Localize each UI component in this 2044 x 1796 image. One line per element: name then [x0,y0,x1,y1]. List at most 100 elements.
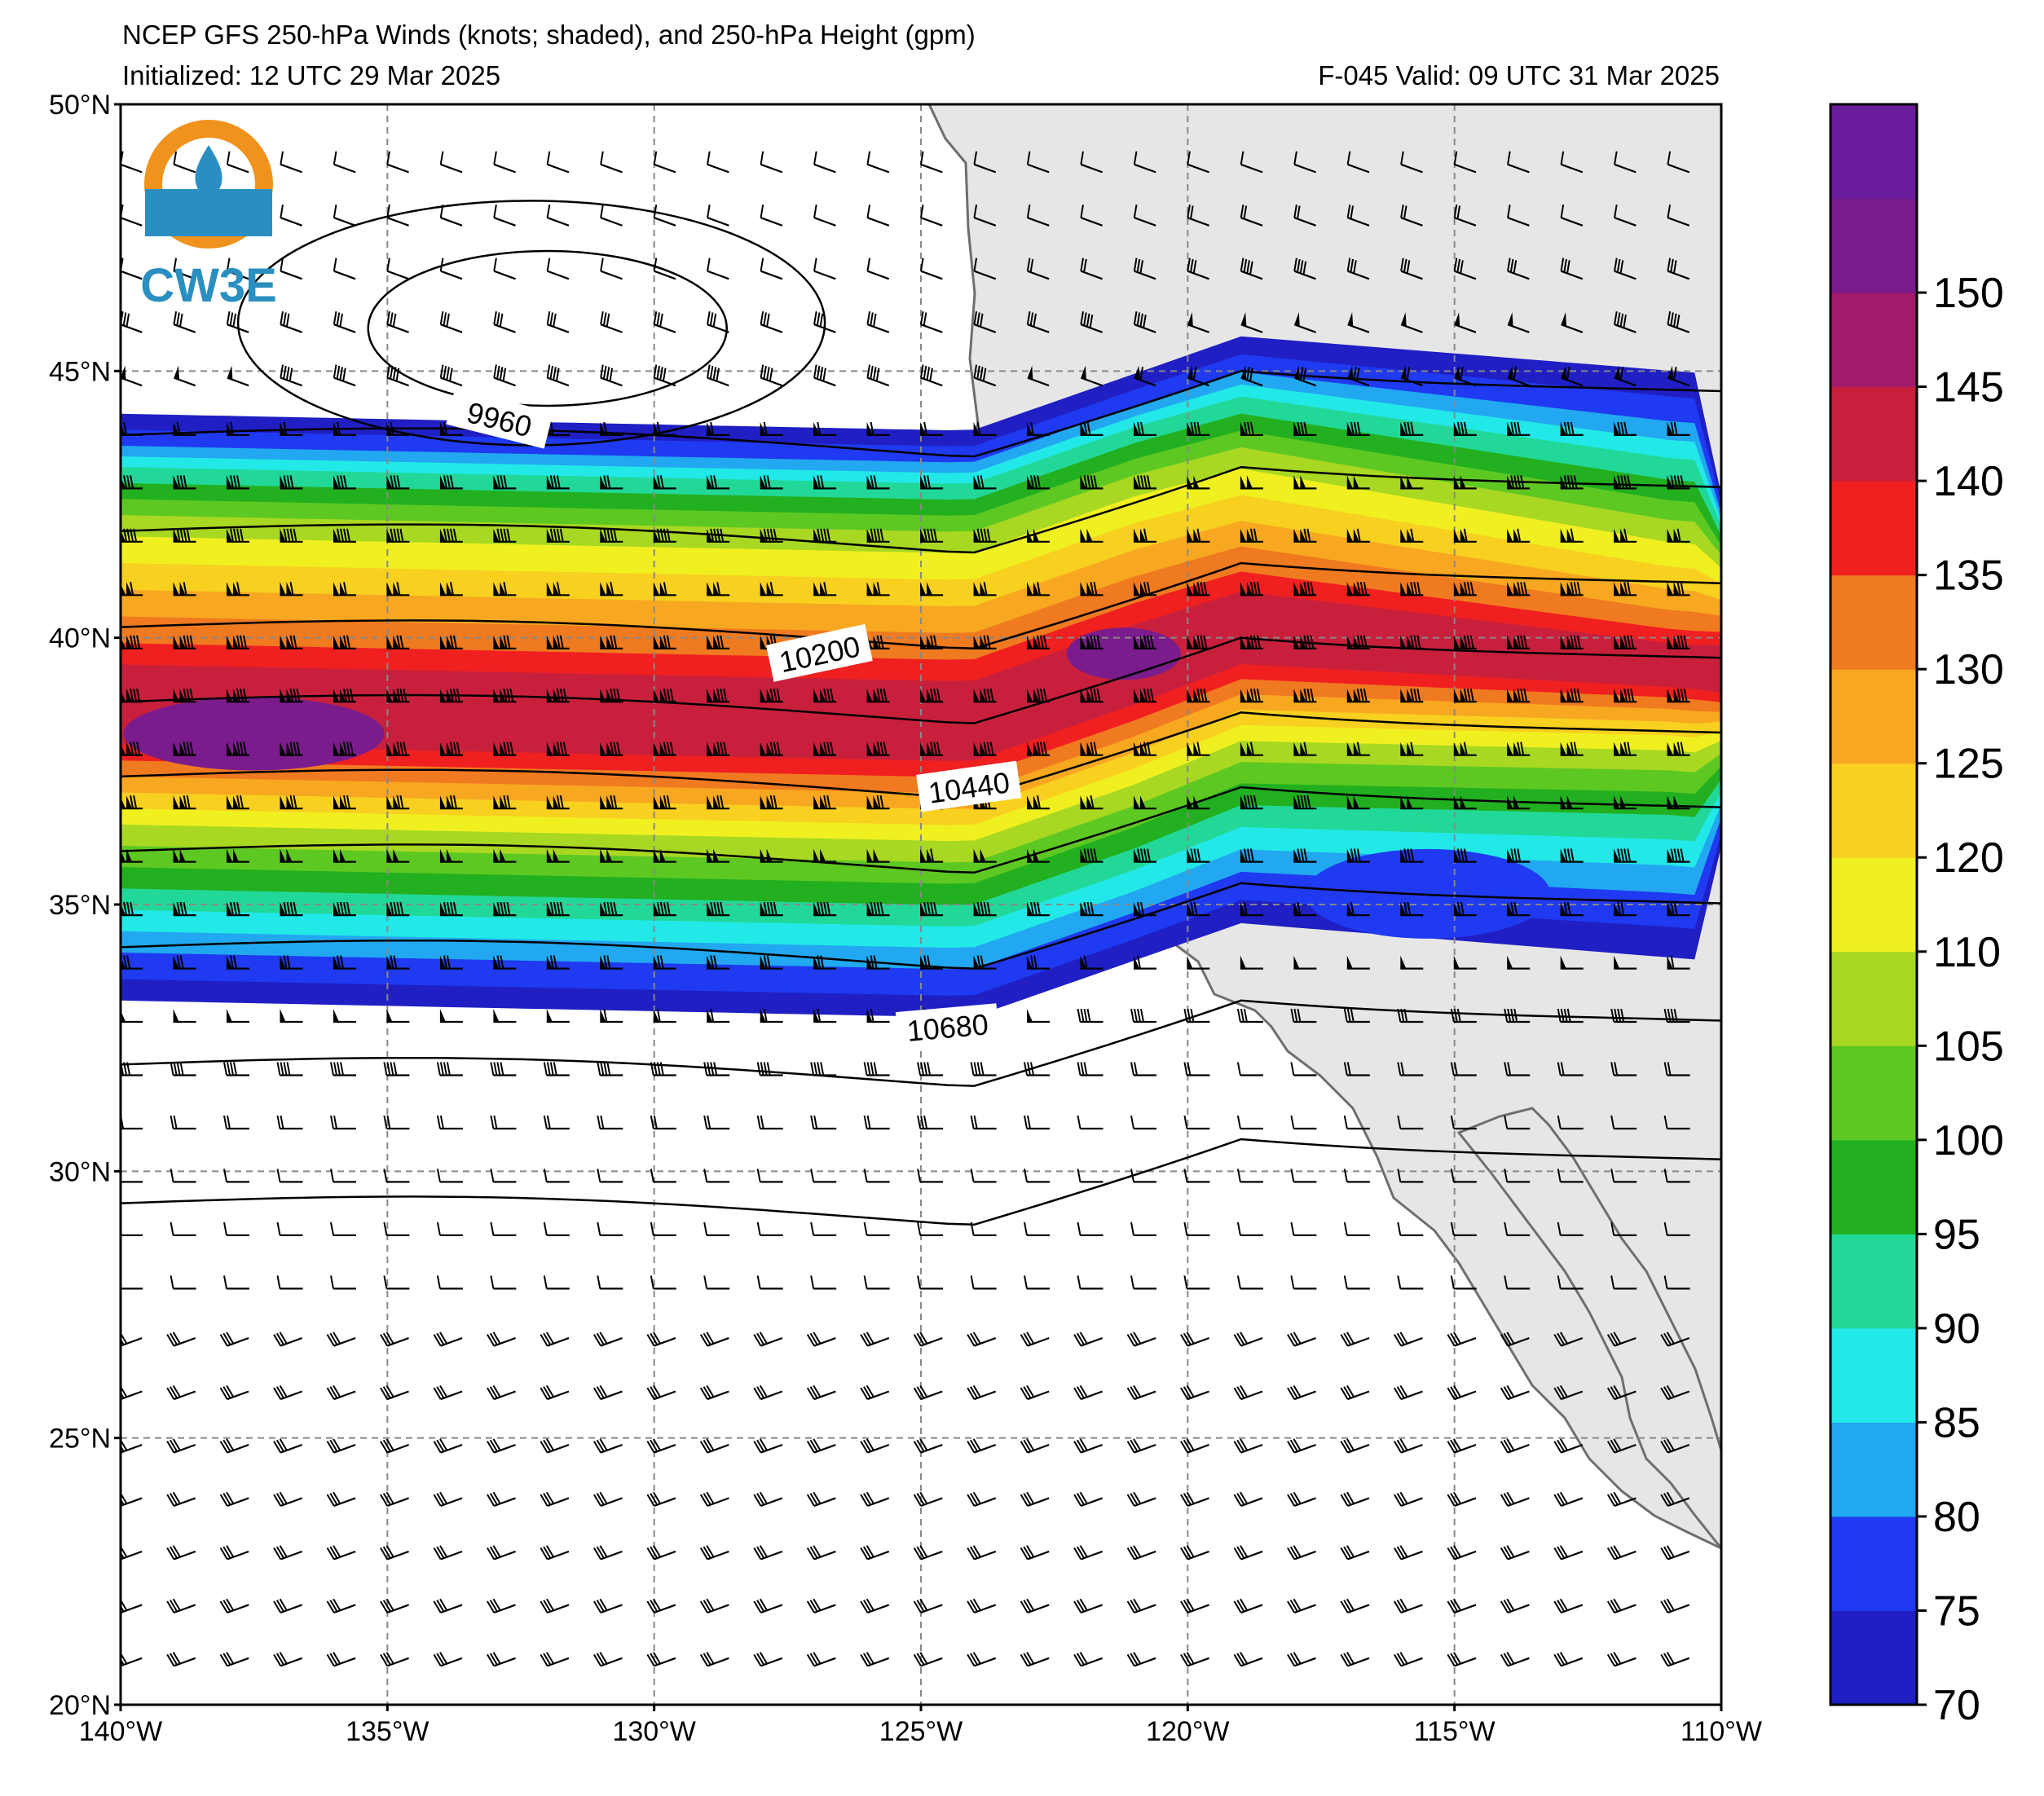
barb-pennant [439,955,446,969]
barb-feather [385,1384,394,1398]
wind-barb [1453,528,1477,543]
latitude-label: 20°N [49,1690,111,1721]
barb-feather [1240,1491,1249,1504]
barb-pennant [1614,365,1620,381]
barb-pennant [1187,365,1193,381]
barb-pennant [1400,421,1407,435]
wind-barb [1400,582,1424,596]
barb-pennant [493,848,500,862]
barb-feather [390,312,394,326]
wind-barb [493,204,516,227]
wind-barb [967,1332,997,1347]
wind-barb [600,635,623,649]
barb-pennant [280,635,286,649]
barb-feather [1073,1600,1082,1613]
barb-pennant [813,421,820,435]
barb-pennant [707,635,713,649]
barb-pennant [1246,635,1253,649]
barb-pennant [1667,795,1673,809]
barb-feather [610,742,615,755]
barb-pennant [1134,795,1139,809]
barb-feather [1126,1600,1135,1613]
barb-feather [970,1332,979,1345]
barb-pennant [1614,955,1620,969]
barb-pennant [173,689,179,702]
barb-feather [866,1062,871,1076]
barb-feather [1503,1439,1512,1452]
barb-staff [440,1604,463,1614]
barb-staff [1187,324,1209,333]
barb-feather [703,1386,711,1399]
barb-feather [813,1438,822,1451]
barb-staff [174,324,196,333]
barb-feather [543,1169,548,1182]
barb-feather [1180,1494,1189,1507]
barb-pennant [866,742,873,755]
barb-feather [540,1334,548,1347]
wind-barb [653,151,676,174]
wind-barb [1346,421,1370,437]
barb-feather [1399,1491,1408,1504]
barb-feather [1290,1275,1295,1289]
barb-feather [970,1115,975,1129]
wind-barb [1130,1115,1156,1130]
barb-feather [1663,1493,1672,1506]
wind-barb [1347,312,1370,333]
wind-barb [1236,1275,1263,1290]
barb-feather [296,689,301,702]
barb-feather [1302,261,1307,275]
barb-feather [1077,1222,1081,1236]
wind-barb [280,204,303,227]
wind-barb [1610,1062,1637,1076]
barb-pennant [927,848,933,862]
barb-feather [1233,1387,1242,1400]
barb-feather [1246,795,1251,809]
wind-barb [973,258,997,280]
wind-barb [273,1545,303,1560]
barb-feather [650,1600,659,1613]
barb-feather [699,1387,708,1400]
barb-feather [1450,1439,1459,1452]
latitude-label: 40°N [49,623,111,654]
barb-staff [1561,376,1584,387]
barb-feather [130,901,134,916]
barb-feather [716,901,721,916]
barb-feather [753,1441,762,1454]
barb-feather [666,901,671,916]
barb-feather [436,1600,445,1613]
barb-feather [179,475,184,489]
barb-pennant [1561,312,1567,327]
wind-barb [276,1062,303,1076]
barb-feather [967,1653,976,1666]
barb-feather [1090,848,1095,862]
wind-barb [227,955,249,970]
wind-barb [1080,204,1103,227]
barb-feather [1073,1494,1082,1507]
wind-barb [1187,848,1210,863]
wind-barb [760,1008,783,1023]
barb-feather [760,1062,764,1076]
barb-staff [1400,1604,1423,1614]
wind-barb [917,1062,944,1076]
wind-barb [1614,475,1637,490]
barb-staff [1667,1550,1690,1560]
barb-pennant [866,582,873,596]
barb-feather [1399,1652,1408,1665]
barb-feather [703,1546,711,1559]
barb-pennant [386,582,393,596]
barb-staff [174,1336,196,1347]
barb-feather [1393,1653,1403,1666]
barb-feather [1350,421,1355,436]
wind-barb [650,1275,676,1290]
wind-barb [280,955,303,970]
barb-feather [399,795,404,809]
barb-pennant [1401,312,1407,327]
barb-feather [1557,1169,1562,1182]
barb-feather [883,742,888,755]
barb-feather [1093,635,1098,649]
barb-feather [1610,1332,1619,1345]
barb-feather [439,204,444,218]
barb-feather [1363,689,1368,702]
barb-feather [973,258,978,271]
barb-feather [487,1547,496,1560]
